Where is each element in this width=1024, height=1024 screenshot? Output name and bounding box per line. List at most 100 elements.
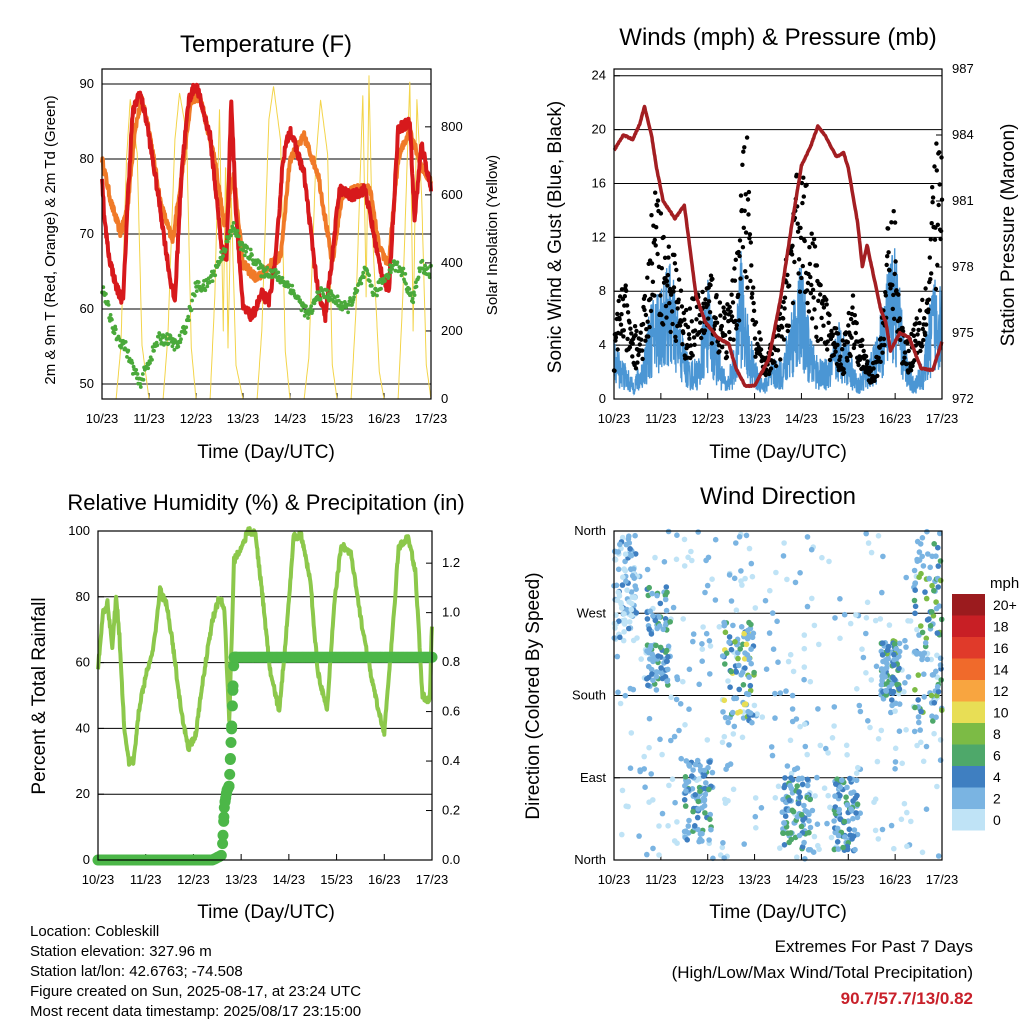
dewpoint-point xyxy=(257,259,262,264)
precip-point xyxy=(224,768,236,780)
gust-point xyxy=(932,164,937,169)
gust-point xyxy=(668,329,673,335)
direction-point xyxy=(800,817,806,823)
direction-point xyxy=(878,727,885,734)
x-tick-label: 14/23 xyxy=(274,411,307,426)
x-tick-label: 13/23 xyxy=(738,872,771,887)
dewpoint-point xyxy=(232,226,237,231)
direction-point xyxy=(831,704,838,710)
colorbar-title: mph xyxy=(990,575,1019,592)
y2-tick-label: 0.6 xyxy=(442,704,460,719)
y-tick-label: 20 xyxy=(592,122,606,137)
gust-point xyxy=(891,292,896,298)
direction-point xyxy=(815,706,821,712)
direction-point xyxy=(931,587,937,594)
gust-point xyxy=(680,342,685,347)
direction-point xyxy=(796,832,803,839)
dewpoint-point xyxy=(237,234,241,239)
direction-point xyxy=(832,793,838,799)
gust-point xyxy=(841,370,847,375)
direction-point xyxy=(872,827,879,834)
direction-point xyxy=(891,662,897,668)
gust-point xyxy=(781,337,787,342)
direction-point xyxy=(738,578,744,584)
direction-point xyxy=(686,706,692,712)
direction-point xyxy=(919,849,926,856)
direction-point xyxy=(659,810,666,817)
y-tick-label: West xyxy=(577,605,607,620)
direction-point xyxy=(793,716,800,722)
direction-point xyxy=(618,599,624,606)
direction-point xyxy=(891,651,897,658)
gust-point xyxy=(825,347,830,352)
direction-point xyxy=(674,840,680,846)
extremes-subtitle: (High/Low/Max Wind/Total Precipitation) xyxy=(671,963,973,982)
direction-point xyxy=(840,844,846,851)
direction-point xyxy=(763,666,770,672)
y2-tick-label: 975 xyxy=(952,325,974,340)
direction-point xyxy=(653,673,660,680)
direction-point xyxy=(903,644,909,650)
direction-point xyxy=(837,792,843,799)
gust-point xyxy=(835,342,840,348)
gust-point xyxy=(648,308,654,314)
gust-point xyxy=(742,145,747,150)
direction-point xyxy=(795,776,802,783)
direction-point xyxy=(628,606,635,613)
direction-point xyxy=(863,530,869,537)
direction-point xyxy=(843,742,850,749)
gust-point xyxy=(800,263,805,269)
direction-point xyxy=(919,656,925,663)
direction-point xyxy=(914,626,920,633)
direction-point xyxy=(737,646,743,652)
gust-point xyxy=(705,302,710,307)
direction-point xyxy=(636,833,642,839)
gust-point xyxy=(724,350,729,355)
gust-point xyxy=(743,269,748,274)
dewpoint-point xyxy=(210,279,215,283)
colorbar-label: 0 xyxy=(993,812,1001,828)
gust-point xyxy=(666,244,671,249)
direction-point xyxy=(683,758,690,764)
direction-point xyxy=(926,575,932,582)
gust-point xyxy=(884,262,889,268)
direction-point xyxy=(918,739,924,746)
gust-point xyxy=(690,353,695,358)
direction-point xyxy=(896,728,903,734)
direction-point xyxy=(629,594,635,600)
dewpoint-point xyxy=(231,221,236,225)
direction-point xyxy=(935,853,942,859)
direction-point xyxy=(666,782,672,789)
gust-point xyxy=(740,162,745,167)
dewpoint-point xyxy=(412,293,417,297)
colorbar-swatch xyxy=(952,680,985,702)
direction-point xyxy=(644,676,650,682)
gust-point xyxy=(806,309,812,314)
direction-point xyxy=(924,528,930,535)
direction-point xyxy=(796,789,802,795)
colorbar-swatch xyxy=(952,658,985,680)
direction-point xyxy=(933,668,939,675)
dewpoint-point xyxy=(140,372,145,376)
x-tick-label: 15/23 xyxy=(320,872,353,887)
gust-point xyxy=(871,366,876,371)
gust-point xyxy=(716,343,722,348)
gust-point xyxy=(915,332,920,337)
x-tick-label: 14/23 xyxy=(785,411,818,426)
direction-point xyxy=(686,763,693,769)
direction-point xyxy=(834,776,840,782)
gust-point xyxy=(865,359,870,364)
direction-point xyxy=(642,784,648,790)
direction-point xyxy=(676,727,682,734)
x-tick-label: 17/23 xyxy=(416,872,449,887)
rh-panel: Relative Humidity (%) & Precipitation (i… xyxy=(29,490,465,923)
gust-point xyxy=(827,312,832,318)
direction-point xyxy=(934,652,940,659)
direction-point xyxy=(933,599,939,605)
direction-point xyxy=(657,600,664,607)
gust-point xyxy=(798,225,803,231)
gust-point xyxy=(736,249,741,255)
dewpoint-point xyxy=(225,239,230,244)
gust-point xyxy=(661,322,666,327)
gust-point xyxy=(914,321,919,326)
